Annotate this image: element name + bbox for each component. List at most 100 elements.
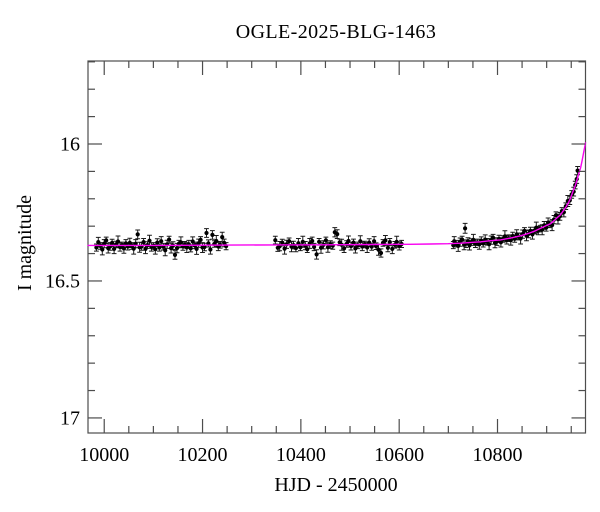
data-point xyxy=(325,245,330,250)
data-point xyxy=(123,241,128,246)
data-point xyxy=(530,232,535,237)
data-point xyxy=(456,243,461,248)
data-point xyxy=(293,246,298,251)
data-point xyxy=(287,239,292,244)
data-point xyxy=(369,244,374,249)
data-point xyxy=(346,238,351,244)
data-point xyxy=(305,247,310,252)
data-point xyxy=(303,243,308,248)
data-point xyxy=(477,242,482,247)
data-point xyxy=(208,247,213,252)
data-point xyxy=(141,240,146,245)
data-point xyxy=(204,230,209,236)
x-tick-label: 10200 xyxy=(178,444,228,466)
data-point xyxy=(127,240,132,245)
data-point xyxy=(323,238,328,243)
data-point xyxy=(155,240,160,245)
data-point xyxy=(143,246,148,251)
data-point xyxy=(390,246,395,251)
data-point xyxy=(159,239,164,244)
x-tick-label: 10000 xyxy=(79,444,129,466)
data-point xyxy=(342,246,347,251)
data-point xyxy=(220,235,225,240)
data-point xyxy=(471,237,476,242)
data-point xyxy=(172,252,178,257)
data-point xyxy=(112,246,117,251)
data-point xyxy=(196,241,201,246)
data-point xyxy=(163,248,168,253)
data-point xyxy=(104,238,109,243)
data-point xyxy=(273,238,278,243)
data-point xyxy=(522,228,527,233)
data-point xyxy=(518,236,523,241)
data-point xyxy=(298,245,303,250)
data-point xyxy=(487,242,492,247)
data-point xyxy=(194,246,199,251)
y-axis-label: I magnitude xyxy=(14,195,36,291)
data-point xyxy=(353,246,358,251)
x-tick-label: 10800 xyxy=(473,444,523,466)
data-point xyxy=(121,246,126,251)
data-point xyxy=(115,239,121,244)
data-point xyxy=(365,245,370,250)
data-point xyxy=(502,234,507,239)
data-point xyxy=(351,240,356,245)
data-point xyxy=(135,232,140,237)
data-point xyxy=(198,237,203,242)
axis-ticks xyxy=(88,61,586,433)
data-point xyxy=(167,237,172,242)
y-tick-label: 16.5 xyxy=(45,270,80,292)
data-point xyxy=(314,252,319,257)
data-point xyxy=(174,246,180,251)
data-point xyxy=(534,225,539,230)
data-point xyxy=(153,247,158,252)
data-point xyxy=(387,240,392,245)
plot-frame xyxy=(87,60,587,434)
data-point xyxy=(184,245,189,250)
data-point xyxy=(280,240,285,245)
tick-labels: 10000 10200 10400 10600 10800 16 16.5 17 xyxy=(45,134,523,466)
chart-title: OGLE-2025-BLG-1463 xyxy=(236,21,437,43)
data-point xyxy=(310,238,315,244)
data-point xyxy=(385,245,390,250)
data-point xyxy=(202,244,207,250)
data-point xyxy=(498,240,503,245)
data-point xyxy=(467,243,472,248)
data-point xyxy=(190,239,195,244)
data-point xyxy=(376,247,381,252)
y-tick-label: 16 xyxy=(60,134,80,156)
data-point xyxy=(312,244,317,250)
data-point xyxy=(96,240,101,245)
data-point xyxy=(300,239,305,244)
data-point xyxy=(463,226,468,231)
data-point xyxy=(318,245,324,250)
data-point xyxy=(94,245,99,250)
data-point xyxy=(282,246,287,251)
model-curve xyxy=(87,142,587,247)
data-point xyxy=(214,238,219,244)
data-point xyxy=(178,240,183,245)
axes-frame xyxy=(87,60,587,434)
data-point xyxy=(100,247,105,252)
x-tick-label: 10400 xyxy=(276,444,326,466)
data-point xyxy=(394,239,399,244)
data-point xyxy=(131,246,136,251)
data-point xyxy=(508,238,513,243)
data-point xyxy=(222,240,227,245)
data-point xyxy=(383,238,388,243)
data-point xyxy=(491,235,496,240)
data-point xyxy=(206,241,211,246)
data-point xyxy=(372,239,377,244)
data-point xyxy=(210,232,215,237)
y-tick-label: 17 xyxy=(60,407,80,429)
data-point xyxy=(460,237,465,242)
data-point xyxy=(157,245,162,250)
x-tick-label: 10600 xyxy=(374,444,424,466)
data-point xyxy=(147,238,152,243)
data-point xyxy=(317,239,322,244)
data-point xyxy=(358,239,363,244)
data-point xyxy=(378,250,384,256)
model-light-curve xyxy=(87,142,587,247)
data-point xyxy=(553,213,559,218)
